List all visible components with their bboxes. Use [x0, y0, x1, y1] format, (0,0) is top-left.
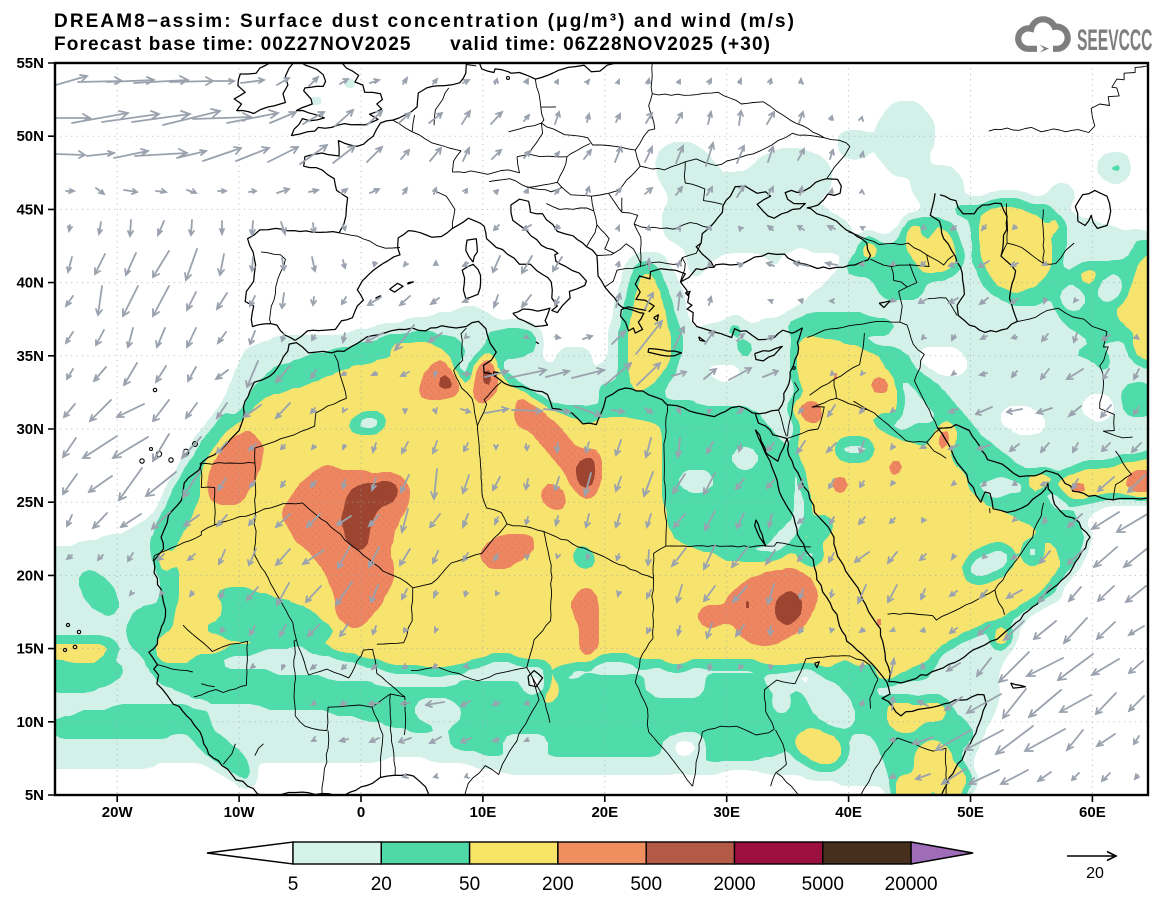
- svg-text:45N: 45N: [16, 201, 44, 218]
- svg-text:500: 500: [630, 874, 662, 895]
- svg-text:50E: 50E: [957, 804, 984, 821]
- svg-text:10E: 10E: [470, 804, 497, 821]
- svg-text:5: 5: [288, 874, 299, 895]
- svg-text:15N: 15N: [16, 641, 44, 658]
- svg-text:25N: 25N: [16, 494, 44, 511]
- svg-text:30E: 30E: [713, 804, 740, 821]
- svg-text:10N: 10N: [16, 714, 44, 731]
- svg-text:20: 20: [1086, 865, 1104, 882]
- svg-text:50: 50: [459, 874, 480, 895]
- svg-text:20N: 20N: [16, 567, 44, 584]
- svg-text:30N: 30N: [16, 421, 44, 438]
- svg-text:5N: 5N: [25, 787, 44, 804]
- svg-text:Forecast base time: 00Z27NOV20: Forecast base time: 00Z27NOV2025 valid t…: [54, 34, 770, 55]
- svg-text:20E: 20E: [591, 804, 618, 821]
- svg-text:10W: 10W: [224, 804, 256, 821]
- svg-text:0: 0: [357, 804, 365, 821]
- svg-text:40N: 40N: [16, 275, 44, 292]
- svg-text:200: 200: [542, 874, 574, 895]
- svg-text:5000: 5000: [802, 874, 844, 895]
- svg-text:2000: 2000: [713, 874, 755, 895]
- svg-text:DREAM8−assim: Surface dust con: DREAM8−assim: Surface dust concentration…: [54, 11, 794, 32]
- svg-text:55N: 55N: [16, 55, 44, 72]
- svg-text:20: 20: [371, 874, 392, 895]
- svg-text:40E: 40E: [835, 804, 862, 821]
- svg-text:50N: 50N: [16, 128, 44, 145]
- svg-text:35N: 35N: [16, 348, 44, 365]
- svg-text:20W: 20W: [102, 804, 134, 821]
- svg-text:60E: 60E: [1079, 804, 1106, 821]
- svg-text:SEEVCCC: SEEVCCC: [1077, 24, 1152, 58]
- svg-text:20000: 20000: [885, 874, 938, 895]
